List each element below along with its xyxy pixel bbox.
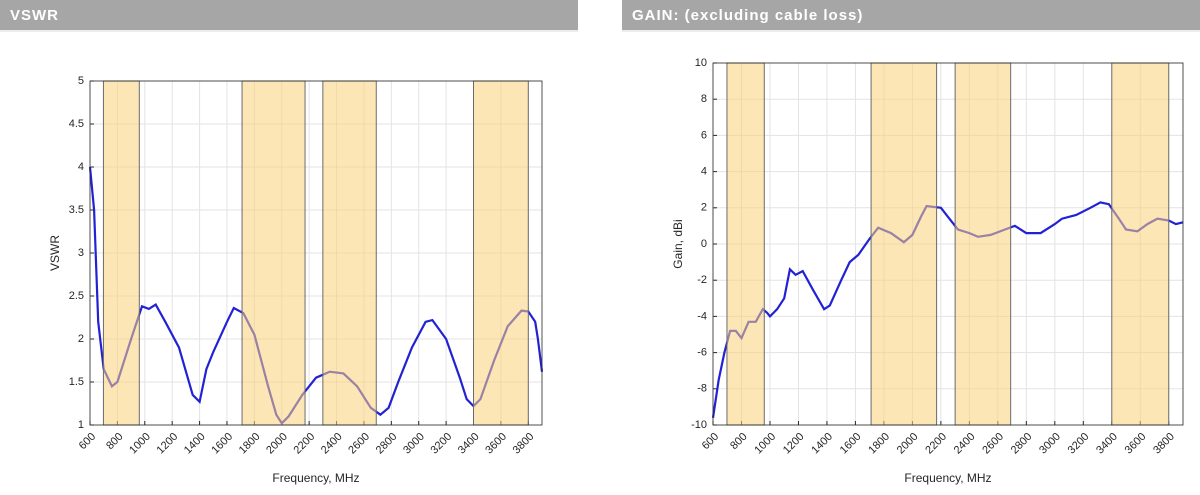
x-tick-label: 3400 [456, 431, 482, 457]
x-tick-label: 2000 [895, 431, 921, 457]
header-bar [0, 0, 578, 30]
y-tick-label: 3.5 [69, 204, 84, 216]
x-tick-label: 800 [728, 431, 749, 452]
frequency-band [1111, 62, 1170, 426]
y-tick-label: 2 [701, 202, 707, 214]
frequency-band [726, 62, 765, 426]
x-tick-label: 1000 [752, 431, 778, 457]
y-tick-label: -8 [697, 383, 707, 395]
y-tick-label: 6 [701, 129, 707, 141]
x-tick-label: 1000 [127, 431, 153, 457]
x-tick-label: 3000 [401, 431, 427, 457]
x-tick-label: 3200 [1066, 431, 1092, 457]
x-tick-label: 3000 [1037, 431, 1063, 457]
chart-title: VSWR [10, 7, 59, 24]
y-axis-label: Gain, dBi [671, 219, 685, 268]
y-tick-label: 1 [78, 419, 84, 431]
x-tick-label: 1200 [155, 431, 181, 457]
x-tick-label: 3400 [1094, 431, 1120, 457]
x-tick-label: 1600 [209, 431, 235, 457]
x-tick-label: 3600 [483, 431, 509, 457]
x-tick-label: 600 [700, 431, 721, 452]
y-tick-label: -10 [691, 419, 707, 431]
frequency-band [473, 80, 529, 426]
y-tick-label: 10 [695, 57, 707, 69]
y-tick-label: -6 [697, 347, 707, 359]
x-tick-label: 800 [104, 431, 125, 452]
y-tick-label: 3 [78, 247, 84, 259]
frequency-band [241, 80, 306, 426]
x-tick-label: 2800 [374, 431, 400, 457]
x-axis-label: Frequency, MHz [904, 471, 991, 485]
y-tick-label: 1.5 [69, 376, 84, 388]
x-tick-label: 3800 [511, 431, 537, 457]
x-tick-label: 2600 [980, 431, 1006, 457]
frequency-band [954, 62, 1012, 426]
x-tick-label: 1600 [838, 431, 864, 457]
x-tick-label: 2200 [923, 431, 949, 457]
y-tick-label: 4 [78, 161, 84, 173]
x-tick-label: 2200 [292, 431, 318, 457]
chart-title: GAIN: (excluding cable loss) [632, 7, 863, 24]
y-tick-label: -2 [697, 274, 707, 286]
y-tick-label: 5 [78, 75, 84, 87]
frequency-band [322, 80, 377, 426]
x-tick-label: 1800 [866, 431, 892, 457]
y-axis-label: VSWR [48, 235, 62, 271]
x-axis-label: Frequency, MHz [272, 471, 359, 485]
x-tick-label: 2400 [319, 431, 345, 457]
y-tick-label: 0 [701, 238, 707, 250]
y-tick-label: -4 [697, 310, 707, 322]
x-tick-label: 2600 [346, 431, 372, 457]
x-tick-label: 3600 [1123, 431, 1149, 457]
frequency-band [102, 80, 140, 426]
x-tick-label: 3800 [1151, 431, 1177, 457]
x-tick-label: 1400 [182, 431, 208, 457]
y-tick-label: 4.5 [69, 118, 84, 130]
x-tick-label: 2800 [1009, 431, 1035, 457]
plot-frame [712, 62, 1184, 426]
header-bar [622, 0, 1200, 30]
x-tick-label: 1200 [781, 431, 807, 457]
x-tick-label: 1400 [809, 431, 835, 457]
y-tick-label: 2 [78, 333, 84, 345]
x-tick-label: 600 [77, 431, 98, 452]
y-tick-label: 4 [701, 166, 707, 178]
y-tick-label: 8 [701, 93, 707, 105]
x-tick-label: 3200 [428, 431, 454, 457]
x-tick-label: 2400 [952, 431, 978, 457]
plot-frame [89, 80, 543, 426]
x-tick-label: 2000 [264, 431, 290, 457]
frequency-band [870, 62, 938, 426]
y-tick-label: 2.5 [69, 290, 84, 302]
x-tick-label: 1800 [237, 431, 263, 457]
